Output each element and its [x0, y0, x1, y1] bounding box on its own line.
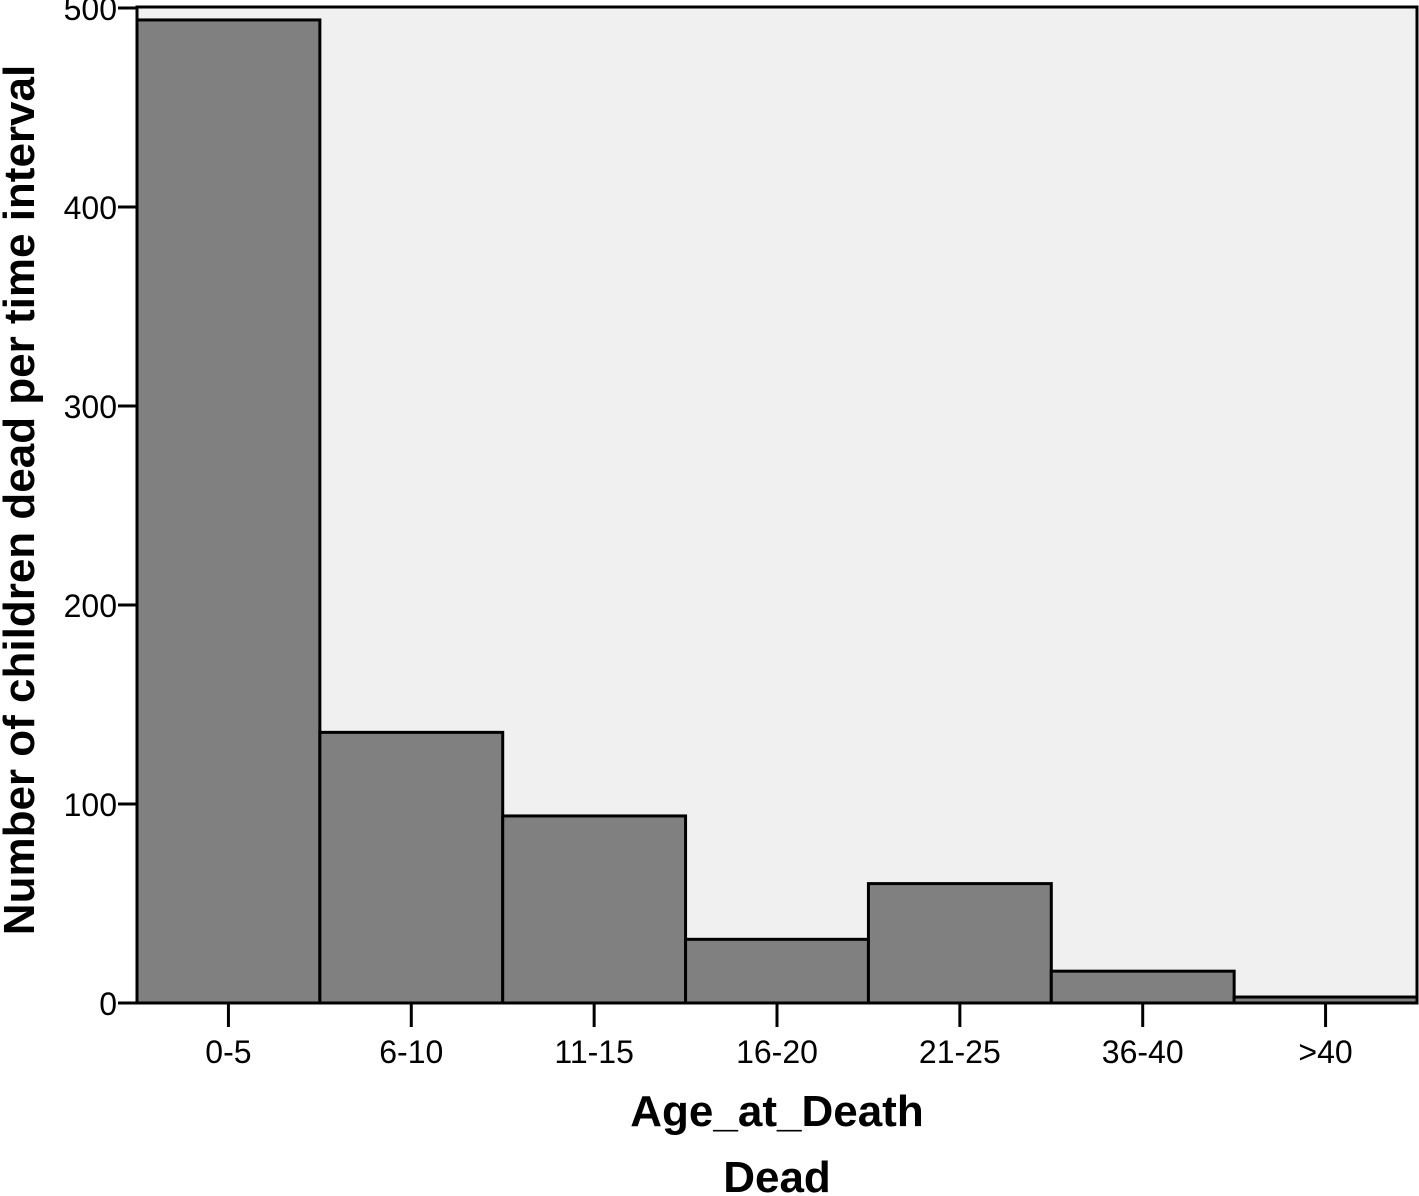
x-axis: 0-5 6-10 11-15 16-20 21-25 36-40 >40 [205, 1003, 1353, 1070]
y-axis-title: Number of children dead per time interva… [0, 65, 44, 935]
bar-0-5 [135, 18, 322, 1005]
bar->40 [1232, 995, 1419, 1005]
chart-subtitle: Dead [723, 1153, 831, 1196]
x-tick-label-21-25: 21-25 [919, 1034, 1001, 1070]
x-tick-label->40: >40 [1298, 1034, 1352, 1070]
x-tick-label-6-10: 6-10 [379, 1034, 443, 1070]
y-tick-label-200: 200 [64, 588, 117, 624]
y-tick-label-500: 500 [64, 0, 117, 27]
x-tick-label-36-40: 36-40 [1102, 1034, 1184, 1070]
y-tick-label-100: 100 [64, 787, 117, 823]
y-axis: 0 100 200 300 400 500 [64, 0, 137, 1022]
bar-6-10 [318, 730, 505, 1005]
y-tick-label-400: 400 [64, 190, 117, 226]
x-axis-title: Age_at_Death [630, 1087, 923, 1136]
bars-group [135, 18, 1419, 1005]
y-tick-label-0: 0 [99, 986, 117, 1022]
bar-16-20 [684, 937, 870, 1005]
y-tick-label-300: 300 [64, 389, 117, 425]
x-tick-label-11-15: 11-15 [554, 1034, 633, 1070]
x-tick-label-0-5: 0-5 [205, 1034, 251, 1070]
bar-36-40 [1049, 969, 1236, 1005]
bar-11-15 [501, 814, 688, 1005]
bar-21-25 [866, 882, 1053, 1005]
x-tick-label-16-20: 16-20 [736, 1034, 818, 1070]
